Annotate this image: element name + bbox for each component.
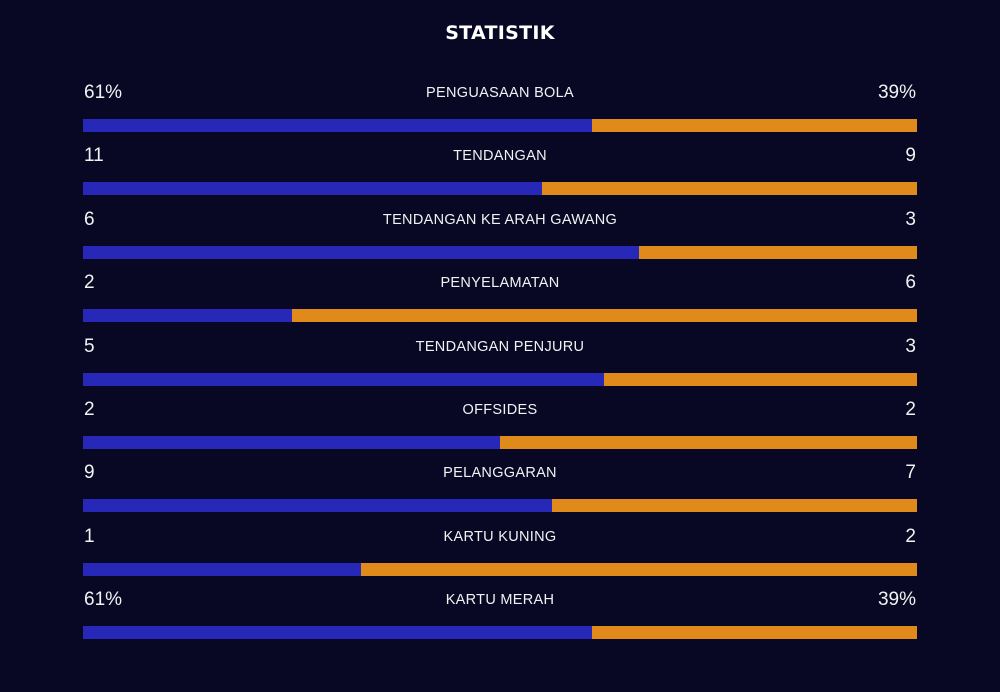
stat-bar-home [83,562,361,576]
stat-row: KARTU KUNING 1 2 [83,522,917,585]
stat-bar-away [500,435,917,449]
stat-bar-home [83,182,542,196]
page-title: STATISTIK [445,22,555,44]
stat-away-value: 6 [905,272,916,294]
stat-bar-home [83,435,500,449]
stat-comparison-bar [83,245,917,259]
stat-bar-away [604,372,917,386]
stat-away-value: 9 [905,145,916,167]
stat-bar-home [83,245,640,259]
stat-bar-away [591,626,917,640]
stat-label: OFFSIDES [462,401,538,418]
stat-comparison-bar [83,119,917,132]
stat-home-value: 2 [84,272,95,294]
stat-comparison-bar [83,309,917,323]
stat-bar-home [83,309,292,323]
stat-bar-away [552,499,917,513]
stat-header: OFFSIDES 2 2 [83,395,917,427]
stat-header: TENDANGAN KE ARAH GAWANG 6 3 [83,205,917,237]
stat-row: TENDANGAN 11 9 [83,141,917,204]
stat-away-value: 39% [877,589,916,611]
stat-label: KARTU MERAH [445,592,555,609]
stat-home-value: 61% [84,82,123,103]
stat-label: PENYELAMATAN [440,275,560,292]
stat-home-value: 61% [84,589,123,611]
stat-row: TENDANGAN PENJURU 5 3 [83,332,917,395]
stat-row: KARTU MERAH 61% 39% [83,585,917,648]
stat-row: PENGUASAAN BOLA 61% 39% [83,78,917,141]
stat-bar-home [83,119,592,132]
stat-comparison-bar [83,499,917,513]
stat-row: TENDANGAN KE ARAH GAWANG 6 3 [83,205,917,268]
stat-label: PELANGGARAN [443,465,557,482]
stat-comparison-bar [83,372,917,386]
stat-bar-away [360,562,917,576]
stat-bar-home [83,372,605,386]
stat-header: TENDANGAN 11 9 [83,141,917,173]
stat-label: TENDANGAN KE ARAH GAWANG [382,211,618,228]
stat-away-value: 7 [905,462,916,484]
stat-bar-away [639,245,917,259]
stat-comparison-bar [83,182,917,196]
stat-home-value: 5 [84,335,95,357]
stat-row: PELANGGARAN 9 7 [83,458,917,521]
stat-label: KARTU KUNING [443,528,557,545]
stat-header: TENDANGAN PENJURU 5 3 [83,332,917,364]
stat-bar-away [291,309,917,323]
stat-label: TENDANGAN PENJURU [415,338,585,355]
stats-list: PENGUASAAN BOLA 61% 39% TENDANGAN 11 9 TENDANG… [83,78,917,649]
stat-bar-away [541,182,917,196]
stat-bar-home [83,626,592,640]
stat-header: PENYELAMATAN 2 6 [83,268,917,300]
stat-bar-away [591,119,917,132]
stat-label: TENDANGAN [453,148,547,165]
stat-away-value: 3 [905,335,916,357]
stat-header: PENGUASAAN BOLA 61% 39% [83,78,917,110]
stat-home-value: 2 [84,398,95,420]
stat-row: OFFSIDES 2 2 [83,395,917,458]
stat-bar-home [83,499,553,513]
stat-comparison-bar [83,435,917,449]
stat-home-value: 1 [84,525,95,547]
stat-row: PENYELAMATAN 2 6 [83,268,917,331]
stat-comparison-bar [83,562,917,576]
stat-away-value: 3 [905,208,916,230]
stat-away-value: 2 [905,398,916,420]
stat-home-value: 11 [84,145,104,167]
stat-away-value: 39% [877,82,916,103]
stat-header: KARTU MERAH 61% 39% [83,585,917,617]
stat-header: PELANGGARAN 9 7 [83,458,917,490]
stat-home-value: 9 [84,462,95,484]
stat-comparison-bar [83,626,917,640]
stat-header: KARTU KUNING 1 2 [83,522,917,554]
stat-away-value: 2 [905,525,916,547]
stat-home-value: 6 [84,208,95,230]
stat-label: PENGUASAAN BOLA [426,85,574,101]
